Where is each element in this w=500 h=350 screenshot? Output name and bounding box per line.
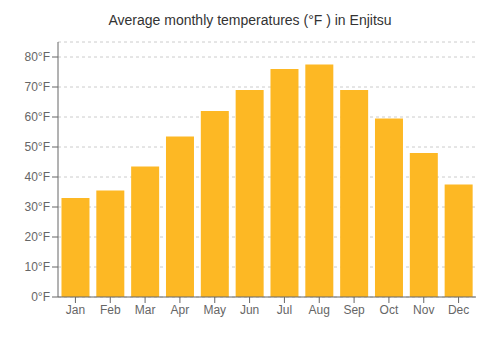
svg-text:Dec: Dec (448, 303, 469, 317)
svg-text:Oct: Oct (380, 303, 399, 317)
svg-text:10°F: 10°F (25, 260, 50, 274)
svg-text:Mar: Mar (135, 303, 156, 317)
svg-text:40°F: 40°F (25, 170, 50, 184)
svg-text:60°F: 60°F (25, 110, 50, 124)
svg-text:50°F: 50°F (25, 140, 50, 154)
svg-text:Sep: Sep (343, 303, 365, 317)
svg-text:20°F: 20°F (25, 230, 50, 244)
html-text:Average monthly temperatures (: Average monthly temperatures (°F ) in En… (108, 12, 392, 28)
svg-text:30°F: 30°F (25, 200, 50, 214)
svg-text:May: May (203, 303, 226, 317)
svg-text:Feb: Feb (100, 303, 121, 317)
svg-text:Nov: Nov (413, 303, 434, 317)
svg-text:80°F: 80°F (25, 50, 50, 64)
svg-text:70°F: 70°F (25, 80, 50, 94)
svg-text:Jun: Jun (240, 303, 259, 317)
svg-text:Jul: Jul (277, 303, 292, 317)
svg-text:0°F: 0°F (31, 290, 50, 304)
svg-text:Apr: Apr (171, 303, 190, 317)
svg-text:Jan: Jan (66, 303, 85, 317)
svg-text:Aug: Aug (309, 303, 330, 317)
